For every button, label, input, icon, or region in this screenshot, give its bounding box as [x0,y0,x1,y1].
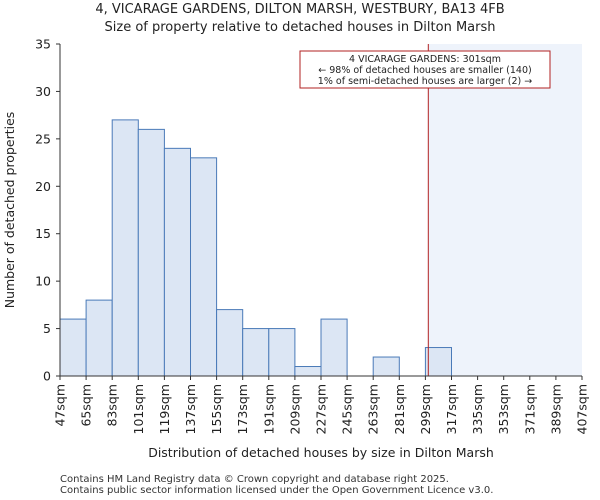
histogram-bar [111,119,139,377]
histogram-bar [242,328,270,377]
x-tick-label: 227sqm [314,384,329,434]
histogram-bar [85,299,113,377]
y-tick-label: 0 [43,369,51,384]
y-tick-label: 20 [35,179,51,194]
x-tick-label: 281sqm [392,384,407,434]
y-tick-label: 10 [35,274,51,289]
chart-title-address: 4, VICARAGE GARDENS, DILTON MARSH, WESTB… [95,2,505,17]
annotation-larger-stat: 1% of semi-detached houses are larger (2… [318,76,532,87]
x-tick-label: 317sqm [444,384,459,434]
x-tick-label: 299sqm [418,384,433,434]
histogram-bar [59,318,87,377]
x-tick-label: 209sqm [287,384,302,434]
histogram-bar [268,328,296,377]
x-tick-label: 47sqm [53,384,68,427]
x-tick-label: 137sqm [183,384,198,434]
y-tick-label: 25 [35,131,51,146]
x-tick-label: 119sqm [157,384,172,434]
histogram-bar [320,318,348,377]
x-tick-label: 389sqm [548,384,563,434]
footer-licence: Contains public sector information licen… [60,485,494,496]
footer-copyright: Contains HM Land Registry data © Crown c… [60,474,449,485]
histogram-bar [137,128,165,377]
x-tick-label: 173sqm [235,384,250,434]
x-tick-label: 65sqm [79,384,94,427]
histogram-bar [424,347,452,377]
annotation-box [299,50,551,89]
y-tick-label: 5 [43,321,51,336]
y-tick-label: 35 [35,37,51,52]
x-tick-label: 155sqm [209,384,224,434]
x-tick-label: 245sqm [340,384,355,434]
x-tick-label: 83sqm [105,384,120,427]
x-tick-label: 353sqm [496,384,511,434]
x-tick-label: 407sqm [575,384,590,434]
larger-than-property-region [428,44,582,376]
chart-subtitle: Size of property relative to detached ho… [104,20,496,35]
annotation-title: 4 VICARAGE GARDENS: 301sqm [349,54,501,65]
histogram-bar [372,356,400,377]
x-tick-label: 335sqm [470,384,485,434]
y-tick-label: 30 [35,84,51,99]
x-tick-label: 191sqm [261,384,276,434]
x-axis-label: Distribution of detached houses by size … [148,445,494,460]
histogram-bar [216,309,244,377]
y-tick-label: 15 [35,226,51,241]
x-tick-label: 101sqm [131,384,146,434]
annotation-smaller-stat: ← 98% of detached houses are smaller (14… [318,65,531,76]
histogram-bar [163,147,191,377]
histogram-chart: 0 5 10 15 20 25 30 35 47sqm 65sqm 83sqm 101sqm 119s… [2,37,590,461]
x-tick-label: 263sqm [366,384,381,434]
histogram-bar [190,157,218,377]
x-tick-label: 371sqm [522,384,537,434]
histogram-bar [294,366,322,377]
y-axis-label: Number of detached properties [2,112,17,309]
